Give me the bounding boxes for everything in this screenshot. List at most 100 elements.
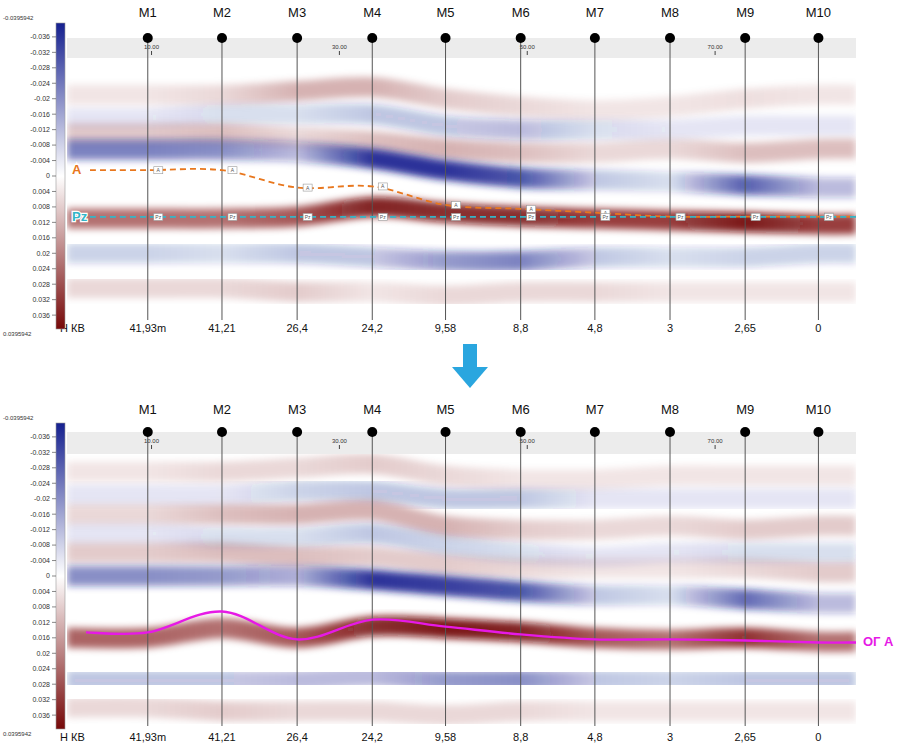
- horizon-pick-box: [452, 213, 461, 220]
- well-line: [147, 38, 148, 320]
- amplitude-band: [67, 253, 856, 262]
- x-tick: [151, 445, 152, 449]
- colorbar-tick: [52, 222, 56, 223]
- colorbar-tick-label: -0.02: [34, 95, 50, 102]
- well-marker: [367, 427, 377, 437]
- well-label: M5: [437, 402, 455, 417]
- well-label: M8: [661, 5, 679, 20]
- x-tick: [151, 51, 152, 55]
- colorbar-tick-label: -0.02: [34, 495, 50, 502]
- horizon-pick-box: [676, 213, 685, 220]
- colorbar-tick: [52, 176, 56, 177]
- well-line: [445, 38, 446, 320]
- colorbar-tick-label: 0.024: [32, 265, 50, 272]
- horizon-labels: AAAAAAAAAAAPzPzPzPzPzPzPzPzPzPzPz: [72, 162, 833, 224]
- colorbar-tick-label: 0.012: [32, 219, 50, 226]
- colorbar-tick: [52, 622, 56, 623]
- x-tick-label: 50.00: [520, 44, 536, 50]
- horizon-pick-label: Pz: [380, 214, 386, 220]
- well-marker: [740, 33, 750, 43]
- horizon-pick-box: [303, 213, 312, 220]
- colorbar-min-label: -0.0395942: [3, 15, 34, 21]
- colorbar-tick-label: -0.024: [30, 480, 50, 487]
- well-marker: [813, 427, 823, 437]
- colorbar-tick-label: -0.028: [30, 64, 50, 71]
- colorbar-tick-label: 0.016: [32, 634, 50, 641]
- horizon-pick-label: Pz: [453, 214, 459, 220]
- well-line: [594, 432, 595, 726]
- well-marker: [516, 33, 526, 43]
- horizons: [86, 611, 856, 642]
- horizon-pick-box: [527, 213, 536, 220]
- colorbar-max-label: 0.0395942: [3, 331, 32, 337]
- well-line: [445, 432, 446, 726]
- colorbar-tick-label: 0.036: [32, 312, 50, 319]
- h-kb-value: 24,2: [362, 322, 383, 334]
- well-line: [221, 38, 222, 320]
- well-marker: [516, 427, 526, 437]
- horizons: [90, 169, 856, 217]
- colorbar-tick-label: 0.008: [32, 603, 50, 610]
- colorbar-tick: [52, 560, 56, 561]
- horizon-pick-label: Pz: [826, 214, 832, 220]
- colorbar-tick-label: -0.008: [30, 541, 50, 548]
- well-label: M1: [139, 5, 157, 20]
- horizon-pick-box: [228, 213, 237, 220]
- horizon-pick-box: [378, 213, 387, 220]
- horizon-pick-label: Pz: [678, 214, 684, 220]
- colorbar-tick-label: 0.008: [32, 203, 50, 210]
- horizon-pick-box: [154, 213, 163, 220]
- horizon-pick-label: A: [231, 167, 235, 173]
- colorbar-tick: [52, 36, 56, 37]
- well-label: M10: [806, 402, 831, 417]
- horizon-pick-label: Pz: [602, 214, 608, 220]
- horizon-label: ОГ А: [863, 634, 894, 649]
- h-kb-value: 8,8: [513, 322, 528, 334]
- colorbar-tick: [52, 315, 56, 316]
- page: {"chart_data": { "type": "seismic_sectio…: [0, 0, 905, 749]
- colorbar-tick: [52, 67, 56, 68]
- panel: 10.0030.0050.0070.00ОГ АM141,93mM241,21M…: [3, 402, 894, 743]
- colorbar-tick: [52, 467, 56, 468]
- colorbar-tick: [52, 715, 56, 716]
- arrow-head: [452, 367, 488, 388]
- x-tick: [715, 51, 716, 55]
- section: [67, 58, 856, 320]
- colorbar-tick-label: -0.004: [30, 557, 50, 564]
- colorbar-tick: [52, 52, 56, 53]
- section: [67, 454, 856, 726]
- colorbar-tick: [52, 237, 56, 238]
- amplitude-band: [67, 576, 856, 604]
- colorbar-tick-label: 0.004: [32, 188, 50, 195]
- colorbar-tick: [52, 529, 56, 530]
- h-kb-value: 41,93m: [129, 322, 166, 334]
- figure: 10.0030.0050.0070.00AAAAAAAAAAAPzPzPzPzP…: [0, 0, 905, 749]
- colorbar-tick-label: 0.02: [36, 650, 50, 657]
- x-tick-label: 70.00: [708, 44, 724, 50]
- amplitude-band: [67, 490, 856, 499]
- horizon-line: [90, 169, 856, 217]
- amplitude-band: [67, 707, 856, 715]
- x-tick: [339, 51, 340, 55]
- well-label: M4: [363, 402, 381, 417]
- x-tick: [527, 51, 528, 55]
- well-line: [594, 38, 595, 320]
- colorbar-tick-label: 0: [46, 172, 50, 179]
- well-label: M9: [736, 402, 754, 417]
- well-label: M3: [288, 5, 306, 20]
- well-label: M2: [213, 5, 231, 20]
- x-tick-label: 50.00: [520, 438, 536, 444]
- colorbar-tick: [52, 483, 56, 484]
- colorbar-min-label: -0.0395942: [3, 415, 34, 421]
- well-line: [147, 432, 148, 726]
- colorbar-tick-label: -0.036: [30, 33, 50, 40]
- colorbar-tick: [52, 299, 56, 300]
- well-marker: [813, 33, 823, 43]
- x-tick-label: 30.00: [332, 44, 348, 50]
- well-label: M9: [736, 5, 754, 20]
- well-label: M8: [661, 402, 679, 417]
- amplitude-band: [67, 288, 856, 296]
- colorbar-tick-label: -0.016: [30, 511, 50, 518]
- horizon-pick-box: [601, 213, 610, 220]
- well-label: M6: [512, 5, 530, 20]
